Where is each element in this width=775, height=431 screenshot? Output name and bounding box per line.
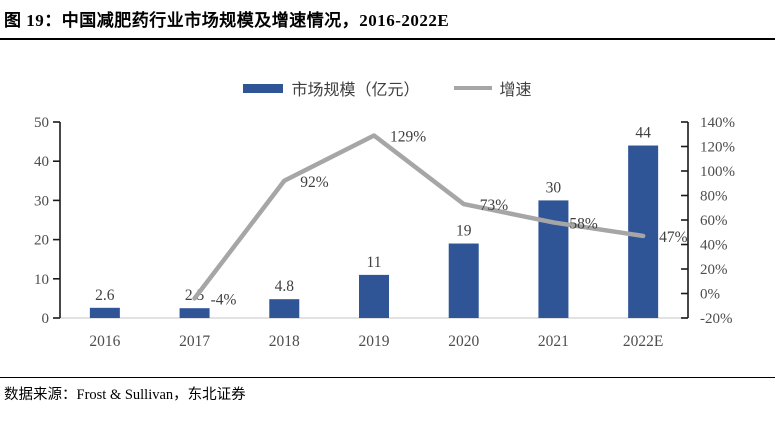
bar-value-label: 4.8 [275,278,295,295]
left-axis-tick-label: 40 [34,154,49,170]
left-axis-tick-label: 10 [34,272,49,288]
category-label-2021: 2021 [538,333,569,350]
bar-value-label: 30 [546,179,562,196]
left-axis-tick-label: 50 [34,115,49,131]
right-axis-tick-label: 40% [700,238,728,254]
bar-2020 [448,243,479,318]
right-axis-tick-label: 100% [700,164,735,180]
left-axis-tick-label: 0 [42,311,50,327]
bar-2018 [269,299,300,318]
category-label-2022E: 2022E [623,333,663,350]
right-axis-tick-label: 60% [700,213,728,229]
right-axis-tick-label: 120% [700,140,735,156]
growth-point-label: 73% [480,197,509,214]
chart-title: 图 19：中国减肥药行业市场规模及增速情况，2016-2022E [4,11,450,30]
category-label-2018: 2018 [269,333,300,350]
left-axis-tick-label: 20 [34,233,49,249]
left-axis-tick-label: 30 [34,193,49,209]
bar-value-label: 11 [367,254,382,271]
legend-item-market-size: 市场规模（亿元） [243,76,420,100]
chart-legend: 市场规模（亿元） 增速 [0,76,775,100]
category-label-2016: 2016 [89,333,120,350]
growth-line [192,133,646,301]
line-series-swatch [453,85,492,91]
category-label-2019: 2019 [359,333,390,350]
source-divider [0,377,775,378]
category-label-2017: 2017 [179,333,210,350]
bar-2019 [359,274,389,318]
right-axis-tick-label: 140% [700,115,735,131]
bar-2017 [179,308,210,318]
right-axis-tick-label: 20% [700,262,728,278]
legend-label-market-size: 市场规模（亿元） [291,82,420,99]
bar-2022E [628,145,659,318]
growth-point-label: 92% [300,174,329,191]
right-axis-tick-label: 80% [700,189,728,205]
title-divider [0,38,775,40]
legend-label-growth: 增速 [499,82,532,99]
growth-point-label: 129% [390,128,426,145]
legend-item-growth: 增速 [453,76,532,100]
bar-value-label: 2.6 [95,287,115,304]
data-source: 数据来源：Frost & Sullivan，东北证券 [4,387,246,403]
right-axis-tick-label: -20% [700,311,733,327]
bar-2016 [89,307,120,318]
right-axis-tick-label: 0% [700,287,720,303]
bar-value-label: 44 [635,125,651,142]
growth-point-label: 58% [569,215,598,232]
category-label-2020: 2020 [448,333,479,350]
bar-value-label: 19 [456,223,472,240]
growth-point-label: -4% [211,291,237,308]
growth-point-label: 47% [659,229,688,246]
bar-series-swatch [243,83,284,93]
